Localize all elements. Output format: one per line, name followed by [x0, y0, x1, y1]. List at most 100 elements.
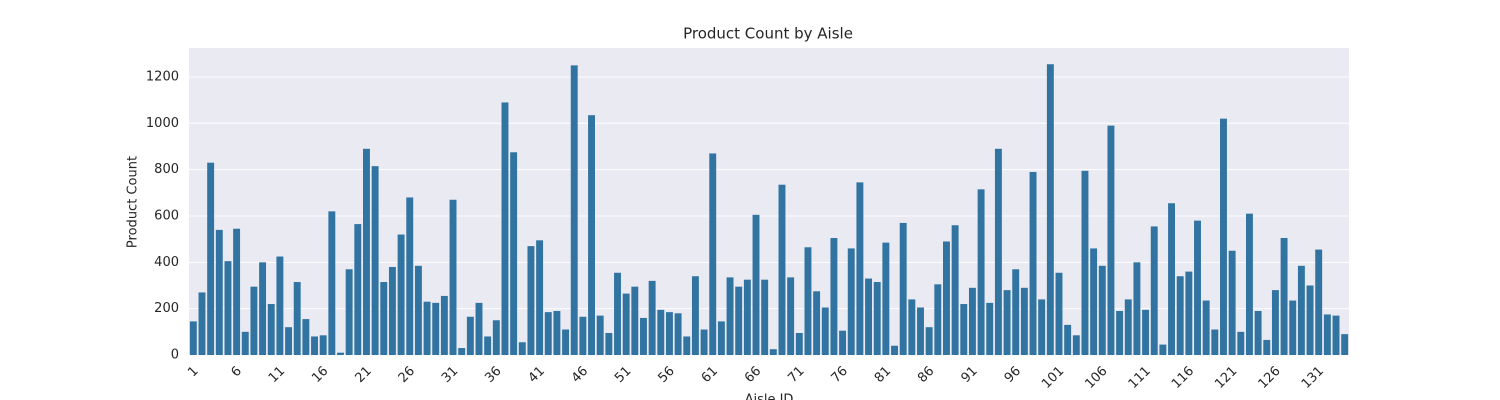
bar [518, 342, 526, 355]
bar [1064, 324, 1072, 355]
x-tick-label: 81 [872, 364, 894, 386]
bar [787, 277, 795, 355]
x-tick-label: 86 [915, 364, 937, 386]
bar [380, 282, 388, 355]
bar [917, 307, 924, 355]
bar [570, 65, 578, 356]
bar [951, 225, 959, 355]
x-tick-label: 36 [482, 364, 504, 386]
bar [458, 348, 466, 355]
bar [233, 228, 241, 355]
bar [466, 316, 474, 355]
bar [1332, 315, 1340, 355]
x-tick-label: 11 [266, 364, 288, 386]
bar [1090, 248, 1098, 355]
y-tick-label: 0 [171, 348, 179, 363]
bar [943, 241, 950, 355]
bar [1124, 299, 1132, 355]
x-tick-label: 41 [526, 364, 548, 386]
bar [1072, 335, 1080, 355]
bar [1237, 331, 1245, 355]
bar [484, 336, 492, 355]
bar [596, 315, 604, 355]
bar [1098, 265, 1106, 355]
x-tick-label: 26 [396, 364, 418, 386]
bar [1315, 249, 1323, 355]
bar [1046, 64, 1054, 355]
bar [510, 152, 518, 355]
bar [605, 332, 613, 355]
x-tick-label: 21 [352, 364, 374, 386]
bar [752, 214, 760, 355]
bar [397, 234, 405, 355]
x-tick-label: 91 [958, 364, 980, 386]
bar [302, 319, 310, 355]
bar [778, 184, 786, 355]
bar [769, 349, 777, 355]
x-tick-label: 46 [569, 364, 591, 386]
x-tick-label: 121 [1212, 364, 1240, 392]
bar [1263, 339, 1271, 355]
bar [423, 301, 431, 355]
bar [683, 336, 691, 355]
bar [553, 310, 561, 355]
bar [1297, 265, 1305, 355]
bar [1038, 299, 1046, 355]
bar [354, 224, 362, 355]
bar [207, 162, 215, 355]
bar [899, 222, 907, 355]
bar [882, 242, 890, 355]
bar [934, 284, 942, 355]
bar [709, 153, 717, 355]
bar [432, 302, 440, 355]
bar [414, 265, 422, 355]
x-tick-label: 56 [655, 364, 677, 386]
bar [1176, 276, 1184, 355]
bar [259, 262, 267, 355]
x-tick-label: 116 [1169, 364, 1197, 392]
bar [1185, 271, 1193, 355]
bar [189, 321, 197, 355]
y-tick-label: 600 [154, 208, 179, 223]
x-tick-label: 106 [1082, 364, 1110, 392]
bar [986, 302, 994, 355]
bar [743, 279, 751, 355]
x-tick-label: 66 [742, 364, 764, 386]
bar [873, 282, 881, 355]
x-tick-label: 6 [228, 364, 244, 380]
bar [925, 327, 933, 355]
y-tick-label: 1200 [146, 69, 179, 84]
bar [1003, 290, 1011, 355]
bar [968, 287, 976, 355]
bar [1150, 226, 1158, 355]
y-axis-label: Product Count [126, 156, 141, 248]
bar [527, 246, 535, 355]
bar [994, 148, 1002, 355]
bar [1029, 171, 1037, 355]
bar [614, 272, 621, 355]
bar [700, 329, 708, 355]
bar [726, 277, 734, 355]
x-tick-label: 51 [612, 364, 634, 386]
bar [267, 304, 275, 355]
bar [761, 279, 769, 355]
x-tick-label: 31 [439, 364, 461, 386]
bar [847, 248, 855, 355]
bar [717, 321, 725, 355]
bar [1245, 213, 1253, 355]
bar [1133, 262, 1141, 355]
bar [648, 280, 656, 355]
bar [1116, 310, 1124, 355]
bar [588, 115, 595, 356]
bar [363, 148, 370, 355]
bar [1202, 300, 1210, 355]
bar [622, 293, 630, 355]
bar [908, 299, 916, 355]
bar [440, 295, 448, 355]
bar [579, 316, 587, 355]
bar [1289, 300, 1297, 355]
bar [250, 286, 258, 355]
bar [977, 189, 985, 355]
bar [328, 211, 336, 355]
